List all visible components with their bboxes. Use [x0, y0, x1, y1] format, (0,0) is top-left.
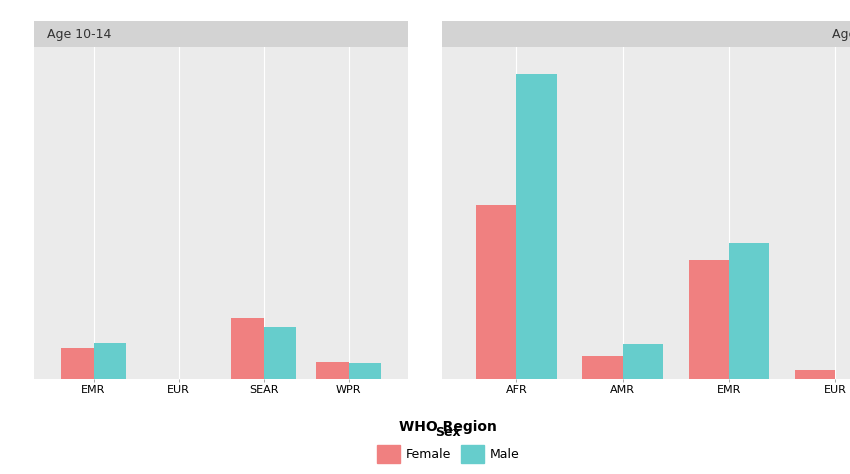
Bar — [264, 327, 296, 379]
Bar — [688, 260, 728, 379]
Text: Age 10-14: Age 10-14 — [47, 27, 111, 41]
Bar — [476, 205, 516, 379]
Bar — [316, 362, 348, 379]
Bar — [622, 344, 663, 379]
Bar — [516, 73, 557, 379]
Bar — [582, 356, 622, 379]
Bar — [231, 318, 264, 379]
Bar — [61, 348, 94, 379]
Text: WHO Region: WHO Region — [400, 419, 497, 434]
Bar — [94, 343, 126, 379]
Bar — [728, 243, 769, 379]
Text: Age 15-19: Age 15-19 — [832, 27, 850, 41]
Legend: Female, Male: Female, Male — [372, 421, 524, 468]
Bar — [348, 364, 381, 379]
Bar — [795, 371, 835, 379]
